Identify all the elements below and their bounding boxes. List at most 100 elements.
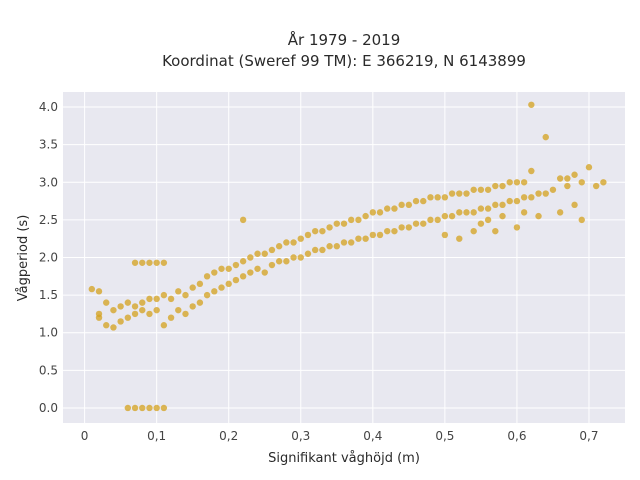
- data-point: [117, 303, 124, 310]
- data-point: [275, 258, 283, 265]
- data-point: [412, 197, 420, 205]
- data-point: [160, 404, 168, 412]
- data-point: [528, 167, 535, 175]
- data-point: [384, 227, 391, 235]
- data-point: [463, 209, 470, 216]
- data-point: [319, 246, 326, 254]
- data-point: [448, 190, 456, 197]
- data-point: [275, 243, 283, 250]
- data-point: [139, 404, 146, 412]
- data-point: [182, 310, 189, 318]
- data-point: [203, 273, 211, 280]
- data-point: [506, 197, 513, 205]
- data-point: [95, 314, 103, 321]
- data-point: [405, 224, 413, 231]
- data-point: [146, 259, 153, 266]
- data-point: [261, 269, 268, 276]
- data-point: [520, 179, 528, 186]
- data-point: [441, 212, 449, 220]
- data-point: [268, 246, 276, 254]
- data-point: [131, 310, 139, 318]
- x-tick-label-4: 0,4: [363, 429, 382, 443]
- data-point: [564, 182, 571, 190]
- data-point: [297, 235, 304, 242]
- data-point: [456, 235, 463, 242]
- data-point: [239, 258, 247, 265]
- data-point: [304, 250, 312, 257]
- data-point: [333, 243, 340, 250]
- data-point: [297, 254, 304, 261]
- data-point: [477, 186, 485, 193]
- x-tick-label-3: 0,3: [291, 429, 310, 443]
- data-point: [470, 209, 477, 216]
- data-point: [167, 295, 175, 303]
- data-point: [211, 269, 218, 276]
- chart-subtitle: Koordinat (Sweref 99 TM): E 366219, N 61…: [162, 52, 526, 70]
- x-tick-label-0: 0: [81, 429, 89, 443]
- data-point: [131, 404, 139, 412]
- y-tick-labels: 0.0 0.5 1.0 1.5 2.0 2.5 3.0 3.5 4.0: [39, 100, 58, 415]
- data-point: [571, 171, 578, 178]
- data-point: [311, 246, 319, 254]
- data-point: [261, 250, 268, 257]
- data-point: [88, 285, 96, 293]
- chart-title: År 1979 - 2019: [288, 30, 401, 49]
- data-point: [203, 291, 211, 299]
- data-point: [513, 224, 521, 231]
- data-point: [146, 404, 153, 412]
- data-point: [283, 239, 290, 246]
- data-point: [520, 209, 528, 216]
- data-point: [484, 216, 492, 224]
- data-point: [348, 239, 355, 246]
- x-tick-label-1: 0,1: [147, 429, 166, 443]
- data-point: [376, 231, 384, 239]
- data-point: [225, 280, 232, 288]
- data-point: [326, 243, 333, 250]
- y-tick-label-8: 4.0: [39, 100, 58, 114]
- data-point: [600, 179, 607, 186]
- data-point: [542, 190, 549, 197]
- data-point: [427, 216, 434, 224]
- data-point: [326, 224, 333, 231]
- data-point: [542, 133, 549, 141]
- data-point: [571, 201, 578, 209]
- data-point: [268, 261, 276, 269]
- data-point: [153, 306, 160, 314]
- data-point: [420, 220, 427, 227]
- data-point: [290, 239, 297, 246]
- data-point: [225, 265, 232, 272]
- data-point: [592, 182, 600, 190]
- data-point: [160, 259, 168, 266]
- data-point: [477, 205, 485, 212]
- x-tick-labels: 0 0,1 0,2 0,3 0,4 0,5 0,6 0,7: [81, 429, 599, 443]
- data-point: [384, 205, 391, 212]
- data-point: [434, 216, 441, 224]
- data-point: [549, 186, 557, 193]
- data-point: [484, 205, 492, 212]
- data-point: [585, 164, 593, 171]
- data-point: [477, 220, 485, 227]
- data-point: [167, 314, 175, 321]
- x-axis-label: Signifikant våghöjd (m): [268, 451, 420, 466]
- data-point: [196, 299, 204, 306]
- data-point: [146, 310, 153, 318]
- data-point: [124, 299, 132, 306]
- data-point: [139, 299, 146, 306]
- data-point: [124, 404, 132, 412]
- data-point: [319, 227, 326, 235]
- data-point: [441, 231, 449, 239]
- data-point: [520, 194, 528, 201]
- data-point: [304, 231, 312, 239]
- data-point: [348, 216, 355, 224]
- y-tick-label-1: 0.5: [39, 363, 58, 377]
- data-point: [405, 201, 413, 209]
- data-point: [110, 324, 117, 331]
- data-point: [492, 182, 499, 190]
- data-point: [124, 314, 132, 321]
- data-point: [492, 201, 499, 209]
- data-point: [218, 265, 225, 272]
- data-point: [369, 209, 377, 216]
- data-point: [441, 194, 449, 201]
- data-point: [218, 284, 225, 291]
- data-point: [578, 216, 585, 224]
